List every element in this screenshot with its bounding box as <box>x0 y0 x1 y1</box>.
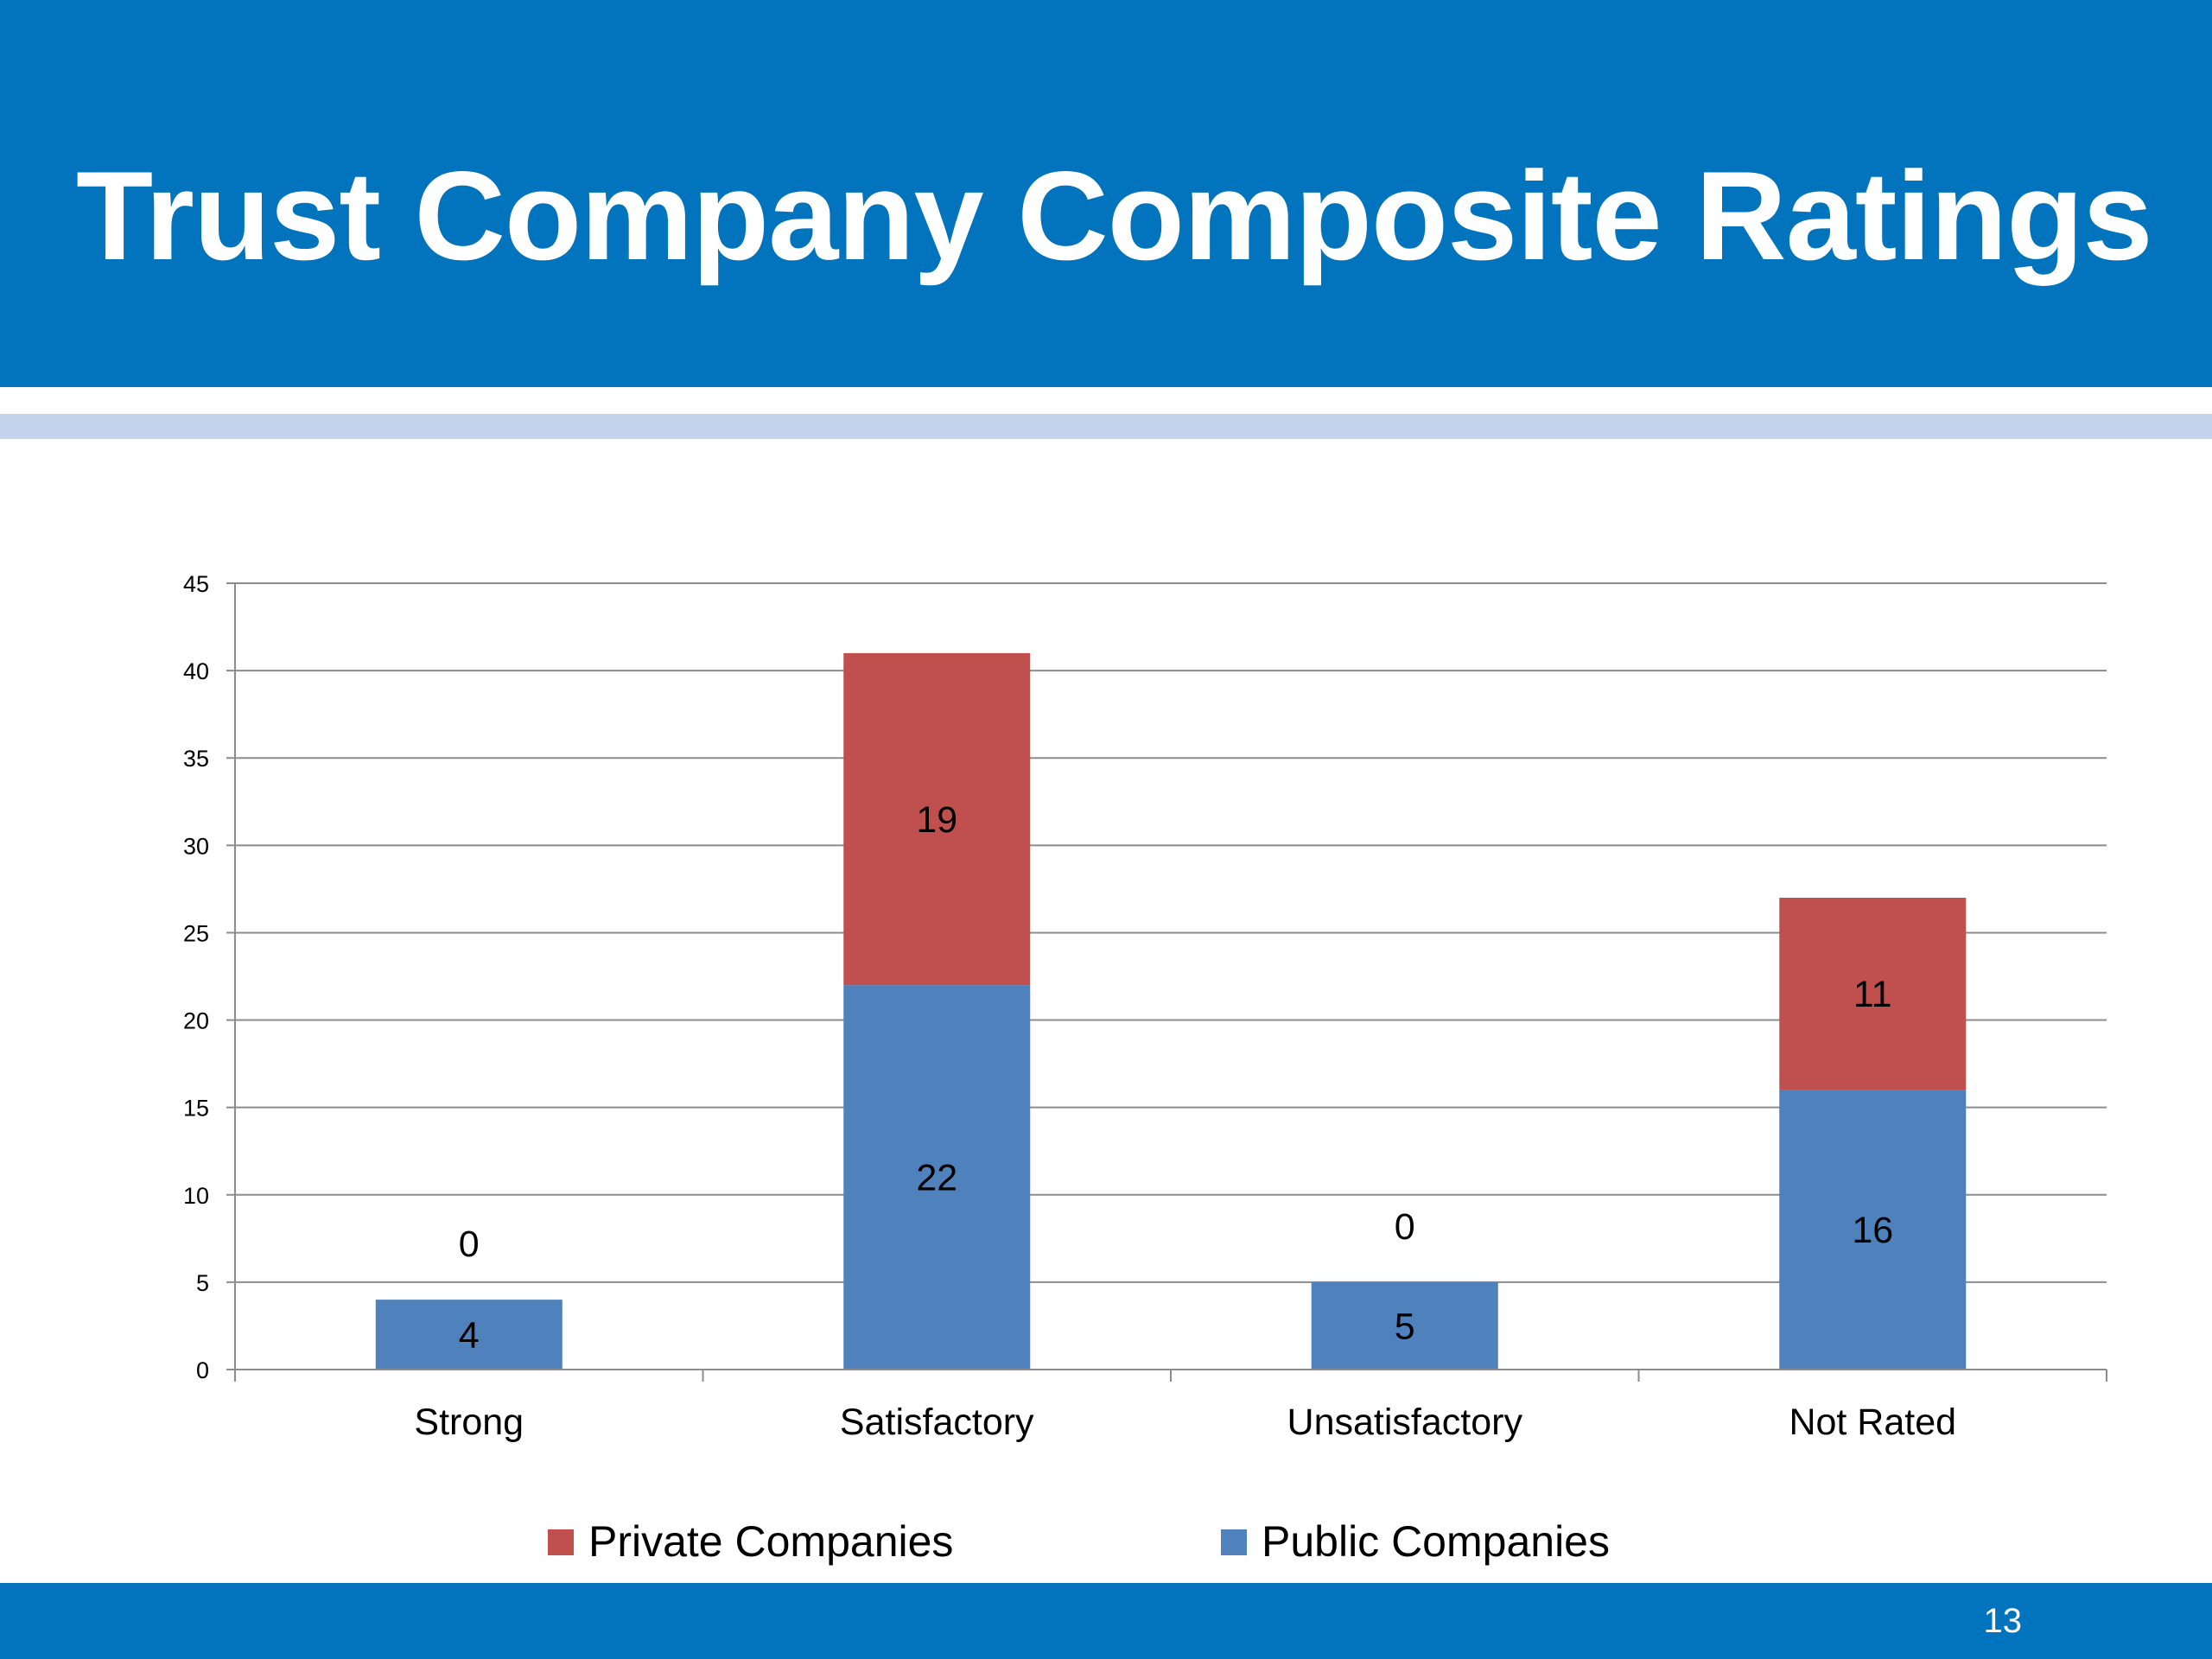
y-tick-label: 40 <box>183 658 209 684</box>
y-tick-label: 30 <box>183 833 209 859</box>
data-label-private: 0 <box>1395 1206 1415 1248</box>
slide-title: Trust Company Composite Ratings <box>76 145 2153 286</box>
y-tick-label: 20 <box>183 1008 209 1034</box>
data-label-private: 19 <box>916 799 957 841</box>
y-tick-label: 35 <box>183 746 209 772</box>
data-label-public: 5 <box>1395 1306 1415 1347</box>
chart-legend: Private Companies Public Companies <box>548 1517 1610 1566</box>
data-label-private: 0 <box>459 1224 480 1265</box>
bar-private-1 <box>843 652 1031 986</box>
x-category-label: Not Rated <box>1789 1402 1956 1443</box>
bar-public-3 <box>1779 1090 1967 1370</box>
slide-header: Trust Company Composite Ratings <box>0 0 2212 387</box>
legend-swatch <box>1221 1529 1247 1555</box>
data-label-public: 4 <box>459 1315 480 1357</box>
legend-swatch <box>548 1529 574 1555</box>
chart-bars <box>375 652 1967 1370</box>
y-tick-label: 0 <box>196 1357 209 1383</box>
x-category-label: Satisfactory <box>840 1402 1034 1443</box>
bar-private-3 <box>1779 898 1967 1090</box>
data-label-public: 16 <box>1852 1210 1893 1251</box>
bar-public-0 <box>375 1300 563 1370</box>
legend-label: Private Companies <box>588 1517 953 1566</box>
y-tick-label: 15 <box>183 1096 209 1122</box>
bar-public-1 <box>843 985 1031 1370</box>
bar-public-2 <box>1311 1281 1498 1370</box>
y-tick-label: 25 <box>183 920 209 946</box>
slide-footer: 13 <box>0 1583 2212 1659</box>
x-category-label: Unsatisfactory <box>1287 1402 1523 1443</box>
header-divider <box>0 414 2212 439</box>
page-number: 13 <box>1983 1602 2023 1640</box>
y-tick-label: 10 <box>183 1183 209 1209</box>
data-label-public: 22 <box>916 1158 957 1199</box>
y-tick-label: 45 <box>183 571 209 597</box>
x-category-label: Strong <box>414 1402 524 1443</box>
y-tick-label: 5 <box>196 1270 209 1296</box>
chart-data-labels: 4 0 22 19 5 0 16 11 <box>459 799 1893 1357</box>
data-label-private: 11 <box>1853 974 1892 1015</box>
legend-label: Public Companies <box>1262 1517 1610 1566</box>
